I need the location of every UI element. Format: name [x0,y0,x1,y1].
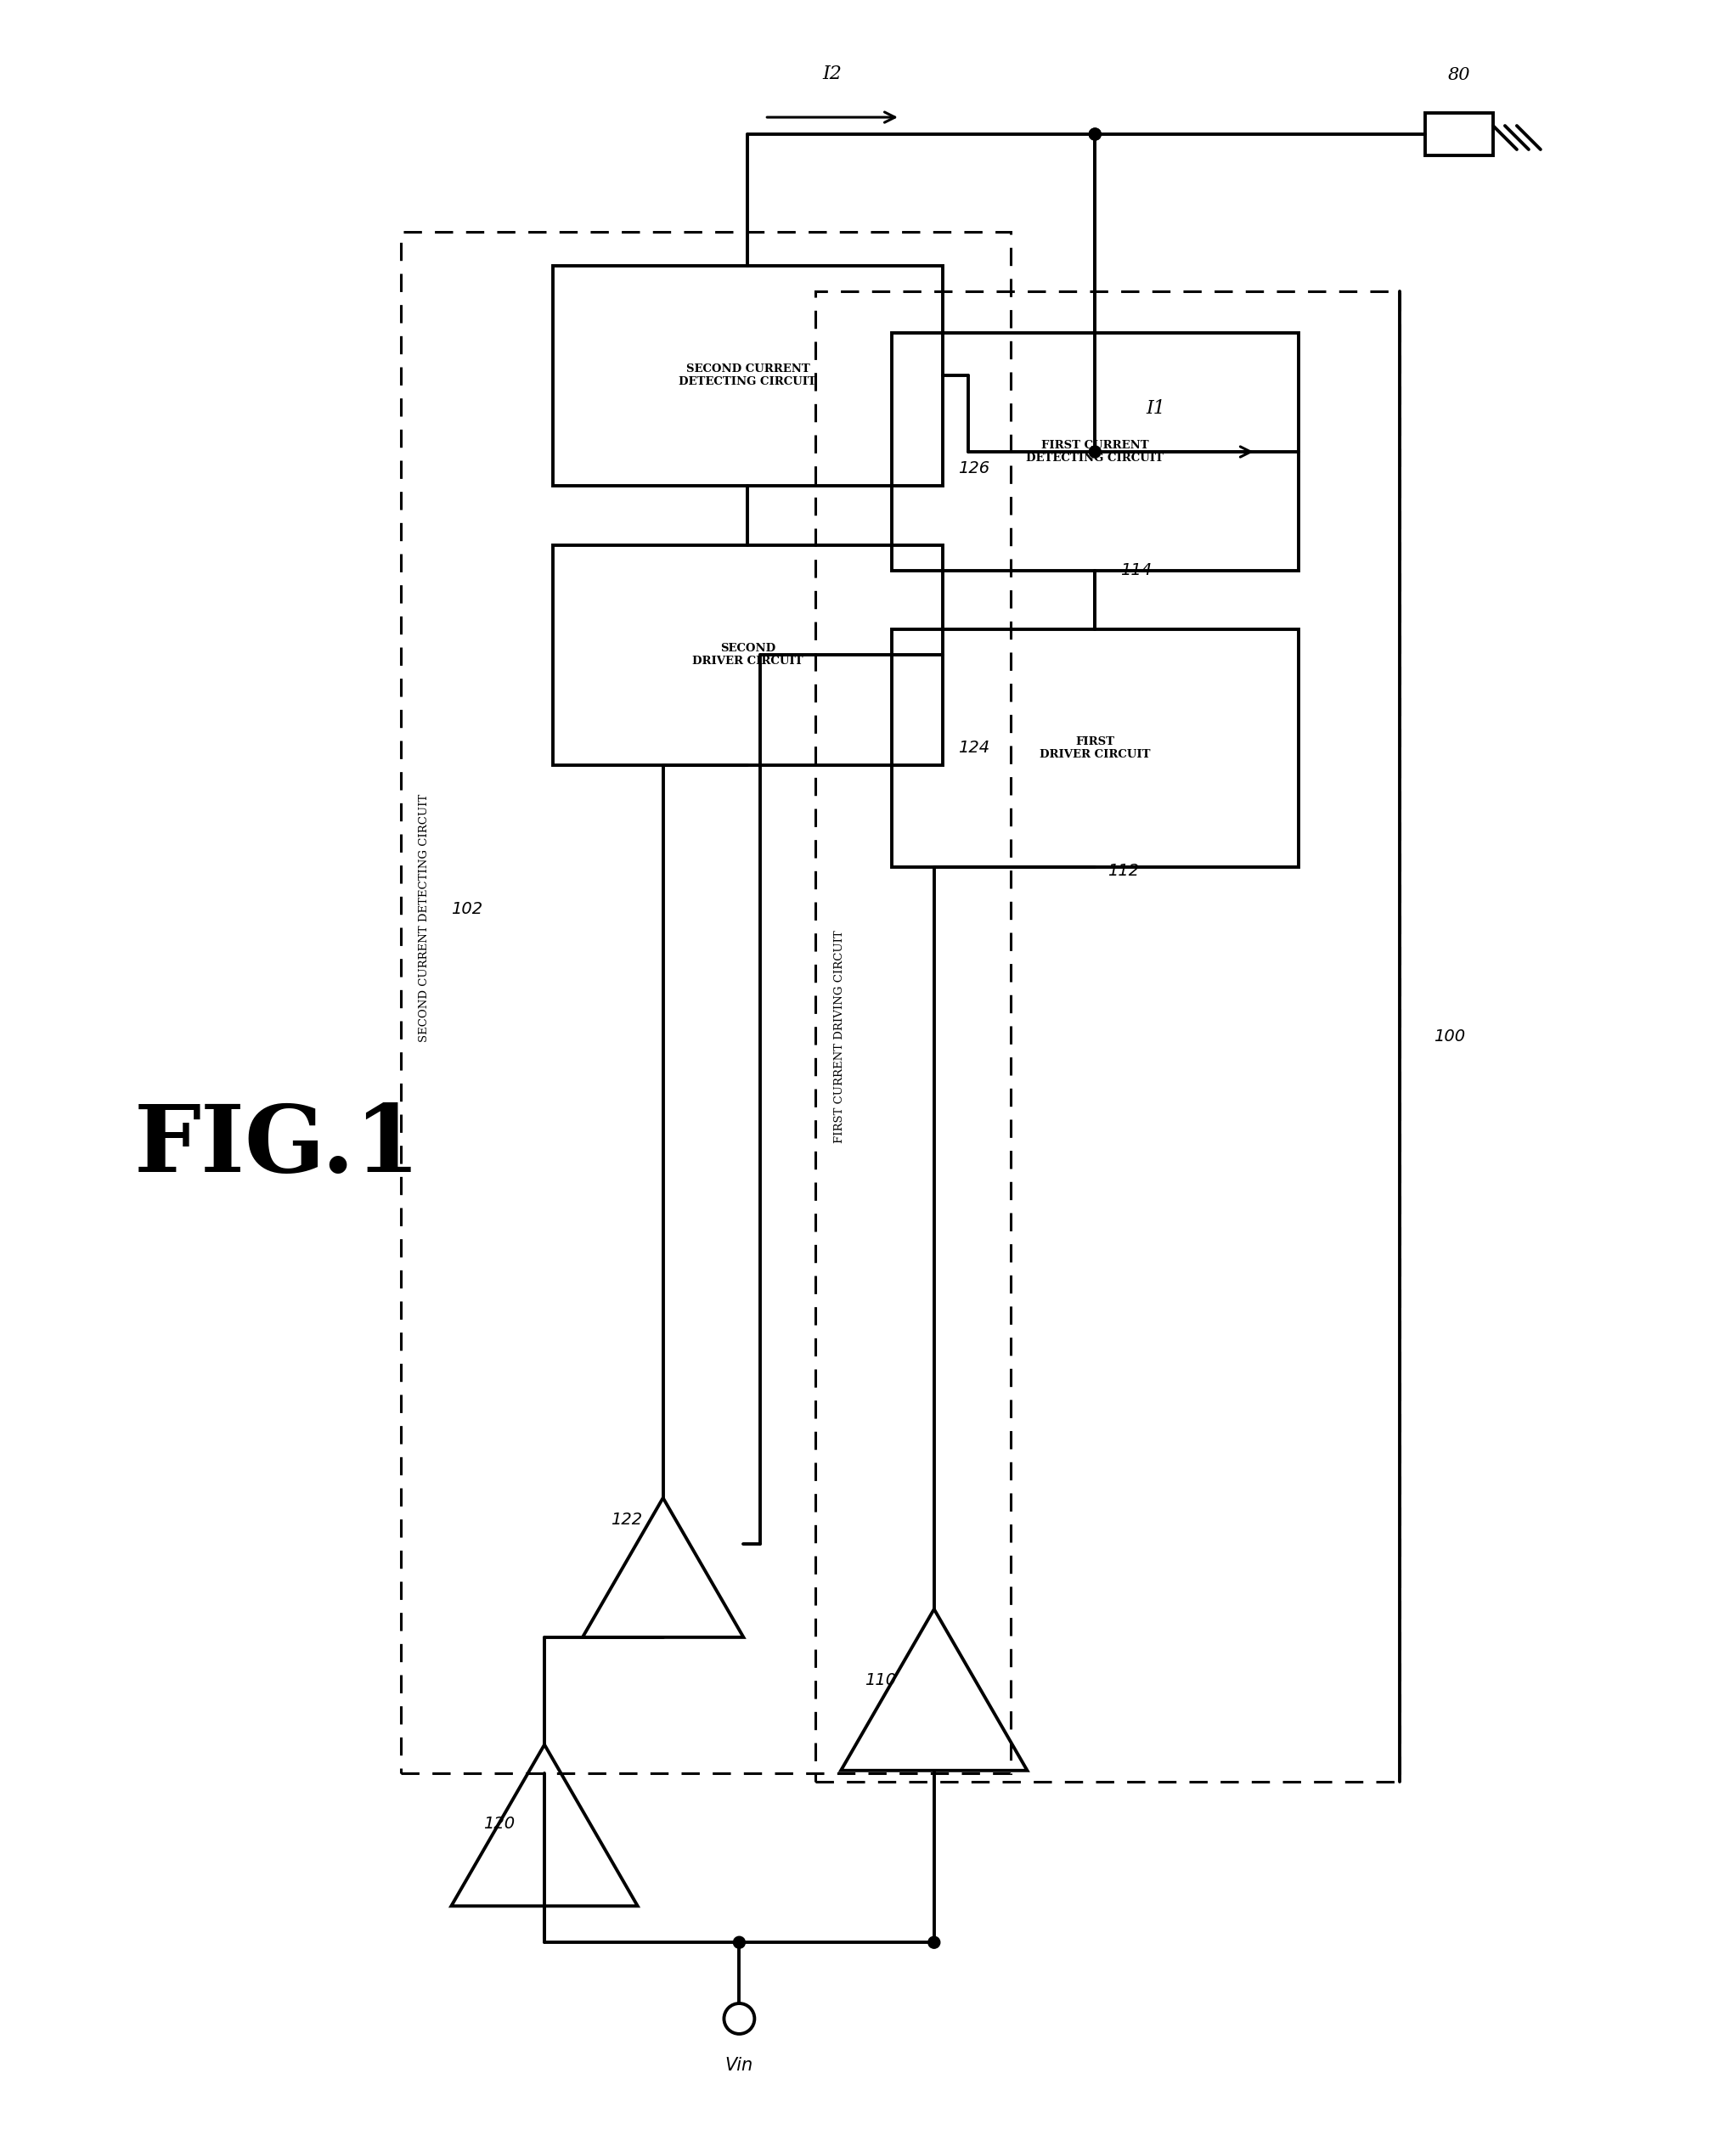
Text: SECOND CURRENT DETECTING CIRCUIT: SECOND CURRENT DETECTING CIRCUIT [418,794,431,1042]
Bar [401,232,1010,1773]
Text: I2: I2 [823,65,842,84]
Bar [552,265,943,486]
Bar [892,334,1299,570]
Circle shape [1088,129,1101,140]
Text: 124: 124 [958,740,990,755]
Bar [552,544,943,766]
Text: 110: 110 [865,1672,896,1687]
Text: 126: 126 [958,461,990,476]
Circle shape [1088,129,1101,140]
Circle shape [733,1937,745,1948]
Circle shape [1088,445,1101,458]
Text: FIG.1: FIG.1 [134,1102,420,1192]
Text: SECOND CURRENT
DETECTING CIRCUIT: SECOND CURRENT DETECTING CIRCUIT [679,364,816,387]
Text: FIRST CURRENT DRIVING CIRCUIT: FIRST CURRENT DRIVING CIRCUIT [833,930,845,1143]
Bar [892,631,1299,867]
Text: 114: 114 [1120,562,1153,579]
Text: Vin: Vin [726,2057,753,2075]
Text: FIRST
DRIVER CIRCUIT: FIRST DRIVER CIRCUIT [1040,736,1151,760]
Text: I1: I1 [1146,400,1165,417]
Text: 80: 80 [1448,67,1470,84]
Text: 122: 122 [611,1511,642,1528]
Circle shape [929,1937,939,1948]
Text: 100: 100 [1434,1029,1465,1044]
Bar [816,291,1399,1782]
Text: 102: 102 [451,902,483,917]
Text: 120: 120 [483,1816,516,1831]
Text: 112: 112 [1108,863,1139,878]
Text: SECOND
DRIVER CIRCUIT: SECOND DRIVER CIRCUIT [693,643,804,667]
Bar [1425,114,1493,155]
Text: FIRST CURRENT
DETECTING CIRCUIT: FIRST CURRENT DETECTING CIRCUIT [1026,439,1163,463]
